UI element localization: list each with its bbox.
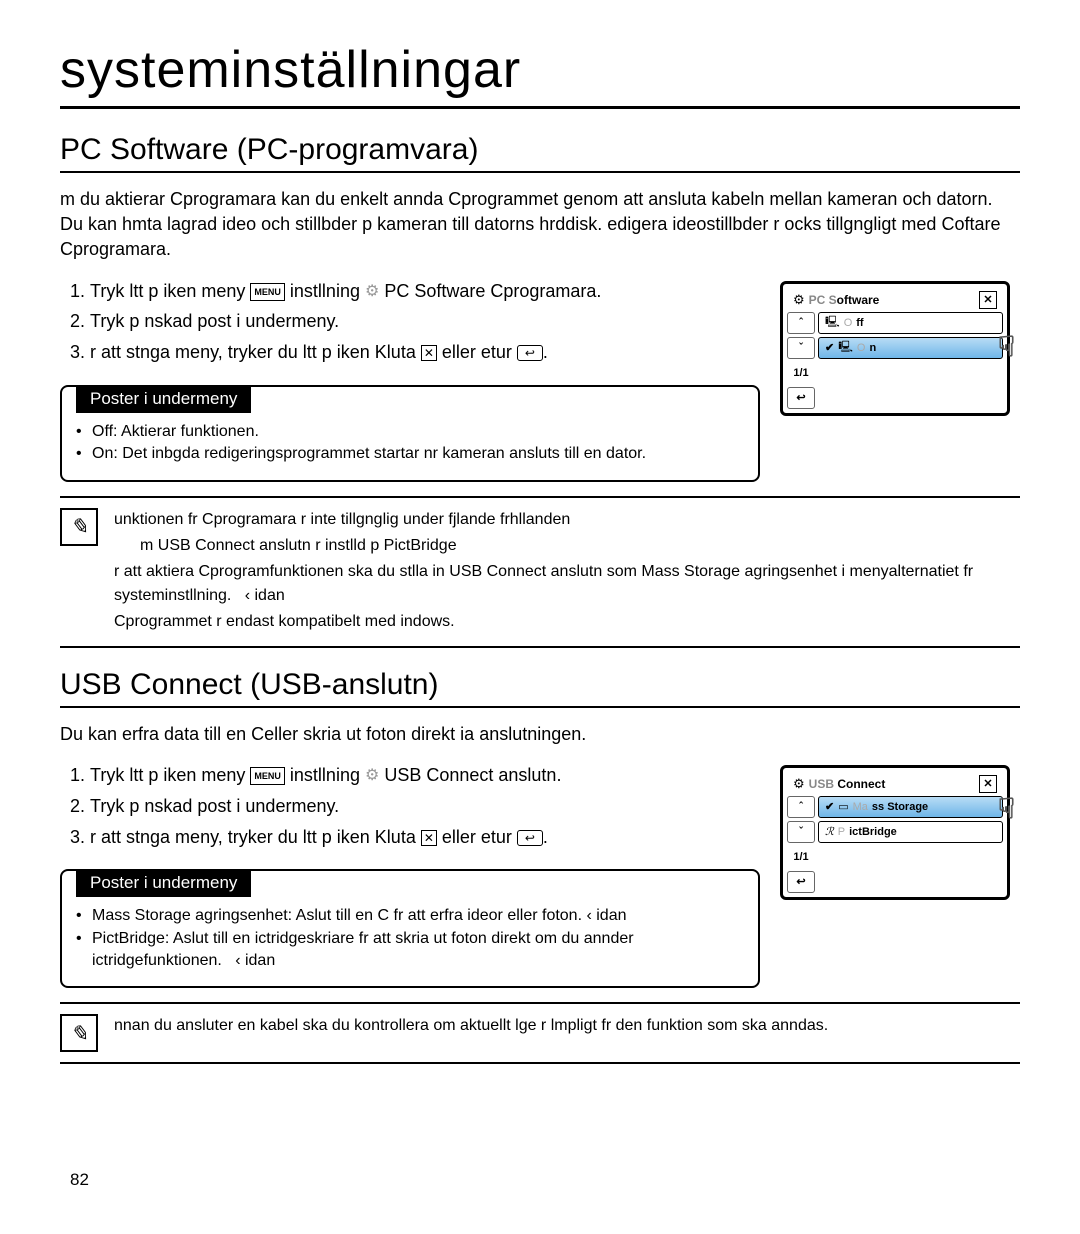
return-icon: ↩ — [517, 345, 543, 361]
lcd-down-button[interactable]: ˇ — [787, 337, 815, 359]
note-block-2: ✎ nnan du ansluter en kabel ska du kontr… — [60, 1002, 1020, 1064]
lcd-down-button[interactable]: ˇ — [787, 821, 815, 843]
gear-icon — [365, 765, 379, 785]
lcd-return-button[interactable]: ↩ — [787, 387, 815, 409]
section-heading-usb: USB Connect (USB-anslutn) — [60, 668, 1020, 708]
steps-col-1: Tryk ltt p iken meny MENU instllning PC … — [60, 277, 760, 482]
note-block-1: ✎ unktionen fr Cprogramara r inte tillgn… — [60, 496, 1020, 648]
lcd-row-on[interactable]: ✔ 🖳 OOnn — [818, 337, 1003, 359]
step-2: Tryk p nskad post i undermeny. — [70, 307, 760, 336]
lcd-panel-pcsoftware: ⚙ PC SPC Softwareoftware ✕ ˆ ˇ 1/1 ↩ 🖳 O… — [780, 281, 1010, 416]
hand-cursor-icon: ☟ — [998, 330, 1015, 363]
step-1-usb: Tryk ltt p iken meny MENU instllning USB… — [70, 761, 760, 790]
note1-line3: Cprogrammet r endast kompatibelt med ind… — [114, 610, 1020, 634]
steps-col-2: Tryk ltt p iken meny MENU instllning USB… — [60, 761, 760, 989]
step3-text-a: r att stnga meny, tryker du ltt p iken K… — [90, 342, 416, 362]
lcd-gear-icon: ⚙ — [793, 776, 805, 792]
lcd-panel-usb: ⚙ USB USB ConnectConnect ✕ ˆ ˇ 1/1 ↩ ✔ ▭… — [780, 765, 1010, 900]
lcd-drive-icon: ▭ — [838, 800, 848, 813]
lcd-page-indicator: 1/1 — [787, 362, 815, 384]
section-heading-pcsoftware: PC Software (PC-programvara) — [60, 133, 1020, 173]
gear-icon — [365, 281, 379, 301]
step3-text-b: eller etur — [442, 342, 512, 362]
lcd-check-icon: ✔ — [825, 341, 834, 354]
step1-text-c: PC Software Cprogramara. — [384, 281, 601, 301]
step3b-text-b: eller etur — [442, 827, 512, 847]
page-title: systeminställningar — [60, 40, 1020, 109]
lcd-close-icon[interactable]: ✕ — [979, 291, 997, 309]
lcd-page-indicator: 1/1 — [787, 846, 815, 868]
menu-icon: MENU — [250, 767, 285, 785]
step1-text-b: instllning — [290, 281, 360, 301]
lcd-title-usb: USB USB ConnectConnect — [809, 777, 886, 791]
lcd-check-icon: ✔ — [825, 800, 834, 813]
lcd-up-button[interactable]: ˆ — [787, 312, 815, 334]
note1-line2: r att aktiera Cprogramfunktionen ska du … — [114, 560, 1020, 608]
lcd-pc-icon: 🖳 — [825, 313, 840, 332]
submenu-item-mass: Mass Storage agringsenhet: Aslut till en… — [76, 905, 744, 927]
note-icon: ✎ — [60, 508, 98, 546]
lcd-row-pict[interactable]: ℛ PPictBridgeictBridge — [818, 821, 1003, 843]
hand-cursor-icon: ☟ — [998, 792, 1015, 825]
page-number: 82 — [70, 1170, 89, 1190]
step-3-usb: r att stnga meny, tryker du ltt p iken K… — [70, 823, 760, 852]
lcd-row-off[interactable]: 🖳 OOffff — [818, 312, 1003, 334]
step1b-text-b: instllning — [290, 765, 360, 785]
submenu-box-2: Poster i undermeny Mass Storage agringse… — [60, 869, 760, 988]
step1-text-a: Tryk ltt p iken meny — [90, 281, 245, 301]
intro-text-1: m du aktierar Cprogramara kan du enkelt … — [60, 187, 1020, 263]
step1b-text-a: Tryk ltt p iken meny — [90, 765, 245, 785]
lcd-close-icon[interactable]: ✕ — [979, 775, 997, 793]
step-3: r att stnga meny, tryker du ltt p iken K… — [70, 338, 760, 367]
step-1: Tryk ltt p iken meny MENU instllning PC … — [70, 277, 760, 306]
note2-line1: nnan du ansluter en kabel ska du kontrol… — [114, 1014, 1020, 1038]
submenu-header-2: Poster i undermeny — [76, 869, 251, 897]
lcd-title-pc: PC SPC Softwareoftware — [809, 293, 880, 307]
lcd-up-button[interactable]: ˆ — [787, 796, 815, 818]
menu-icon: MENU — [250, 283, 285, 301]
close-icon: ✕ — [421, 830, 437, 846]
note1-line1a: m USB Connect anslutn r instlld p PictBr… — [114, 534, 1020, 558]
lcd-row-mass[interactable]: ✔ ▭ MaMass Storagess Storage — [818, 796, 1003, 818]
lcd-return-button[interactable]: ↩ — [787, 871, 815, 893]
note-icon: ✎ — [60, 1014, 98, 1052]
step-2-usb: Tryk p nskad post i undermeny. — [70, 792, 760, 821]
intro-text-2: Du kan erfra data till en Celler skria u… — [60, 722, 1020, 747]
submenu-box-1: Poster i undermeny Off: Aktierar funktio… — [60, 385, 760, 482]
close-icon: ✕ — [421, 345, 437, 361]
lcd-gear-icon: ⚙ — [793, 292, 805, 308]
lcd-pc-icon-2: 🖳 — [838, 338, 853, 357]
step1b-text-c: USB Connect anslutn. — [384, 765, 561, 785]
return-icon: ↩ — [517, 830, 543, 846]
lcd-pictbridge-icon: ℛ — [825, 825, 834, 838]
submenu-item-off: Off: Aktierar funktionen. — [76, 421, 744, 443]
submenu-item-pict: PictBridge: Aslut till en ictridgeskriar… — [76, 928, 744, 973]
step3b-text-a: r att stnga meny, tryker du ltt p iken K… — [90, 827, 416, 847]
submenu-item-on: On: Det inbgda redigeringsprogrammet sta… — [76, 443, 744, 465]
submenu-header-1: Poster i undermeny — [76, 385, 251, 413]
note1-line1: unktionen fr Cprogramara r inte tillgngl… — [114, 508, 1020, 532]
